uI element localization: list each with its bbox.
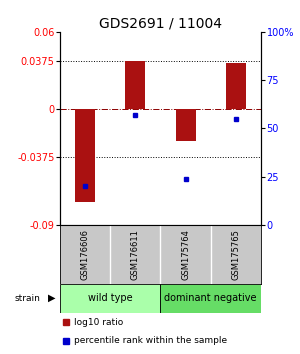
Bar bbox=[125, 62, 146, 109]
Title: GDS2691 / 11004: GDS2691 / 11004 bbox=[99, 17, 222, 31]
Text: wild type: wild type bbox=[88, 293, 133, 303]
Text: dominant negative: dominant negative bbox=[164, 293, 257, 303]
Text: GSM176606: GSM176606 bbox=[81, 229, 90, 280]
Text: log10 ratio: log10 ratio bbox=[74, 318, 123, 326]
Bar bbox=[226, 63, 246, 109]
Text: GSM175764: GSM175764 bbox=[181, 229, 190, 280]
Text: ▶: ▶ bbox=[48, 293, 56, 303]
Bar bbox=[176, 109, 196, 141]
Text: percentile rank within the sample: percentile rank within the sample bbox=[74, 337, 227, 346]
Text: strain: strain bbox=[15, 293, 41, 303]
Bar bbox=[60, 284, 160, 313]
Text: GSM176611: GSM176611 bbox=[131, 229, 140, 280]
Bar bbox=[160, 284, 261, 313]
Text: GSM175765: GSM175765 bbox=[231, 229, 240, 280]
Bar bbox=[75, 109, 95, 202]
